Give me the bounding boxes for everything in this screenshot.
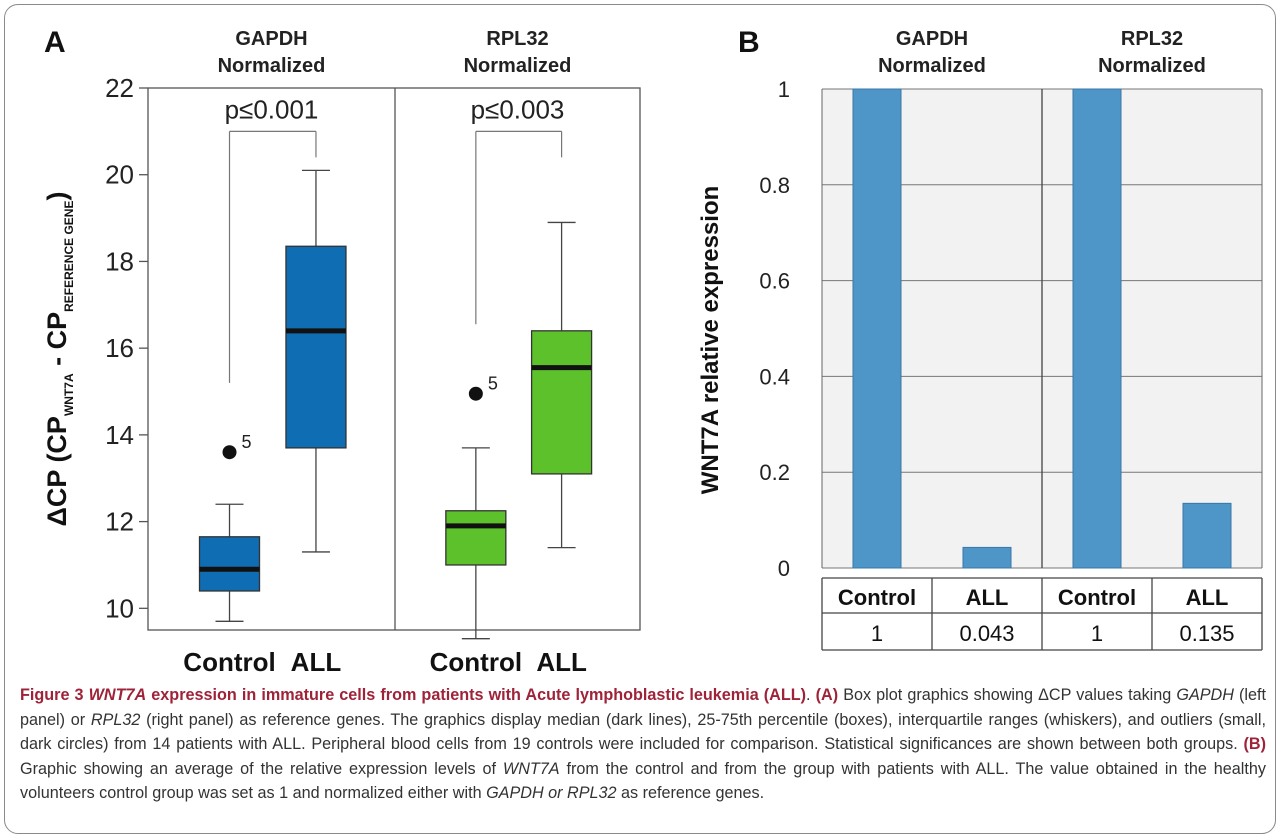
bar-all [962, 546, 1012, 569]
x-category-label: ALL [536, 647, 587, 677]
y-tick-label: 16 [105, 333, 134, 363]
y-tick-label: 0.2 [759, 460, 790, 485]
box-all [285, 245, 347, 449]
y-tick-label: 0.6 [759, 269, 790, 294]
outlier-point [222, 445, 237, 460]
x-category-label: Control [430, 647, 522, 677]
bar-all [1182, 502, 1232, 569]
caption-label-a: (A) [815, 686, 839, 704]
caption-title-end: . [806, 686, 811, 704]
panel-title-line1: GAPDH [235, 28, 307, 50]
y-axis-label-b: WNT7A relative expression [697, 186, 724, 495]
y-tick-label: 0.8 [759, 173, 790, 198]
panel-title-line2: Normalized [464, 55, 572, 77]
table-header-cell: ALL [1186, 585, 1229, 610]
box-all [530, 330, 593, 475]
caption-a-gene-2: RPL32 [90, 710, 141, 729]
outlier-label: 5 [242, 432, 252, 452]
panel-label-b: B [738, 26, 760, 59]
y-tick-label: 0.4 [759, 364, 790, 389]
caption-figure-number: Figure 3 [20, 686, 84, 704]
y-tick-label: 14 [105, 420, 134, 450]
p-value-label: p≤0.001 [225, 94, 319, 124]
p-value-label: p≤0.003 [471, 94, 565, 124]
table-value-cell: 1 [871, 621, 883, 646]
panel-title-line1: RPL32 [1121, 28, 1183, 50]
table-header-cell: Control [1058, 585, 1136, 610]
caption-b-gene: WNT7A [502, 759, 560, 778]
caption-b-text-2: from the control and from the group with… [20, 759, 1266, 803]
table-header-cell: ALL [966, 585, 1009, 610]
y-tick-label: 18 [105, 246, 134, 276]
y-axis-label-a: ΔCP (CPWNT7A - CPREFERENCE GENE) [42, 192, 76, 527]
table-value-cell: 0.135 [1179, 621, 1234, 646]
caption-a-gene-1: GAPDH [1176, 686, 1234, 704]
outlier-point [468, 386, 483, 401]
table-value-cell: 1 [1091, 621, 1103, 646]
y-tick-label: 20 [105, 160, 134, 190]
caption-label-b: (B) [1243, 735, 1266, 753]
y-tick-label: 10 [105, 593, 134, 623]
plot-frame-a [147, 87, 641, 631]
y-tick-label: 1 [778, 77, 790, 102]
outlier-label: 5 [488, 374, 498, 394]
bar-control [1072, 88, 1122, 569]
caption-title: expression in immature cells from patien… [146, 686, 807, 704]
caption-b-text-1: Graphic showing an average of the relati… [20, 759, 503, 778]
panel-title-line1: GAPDH [896, 28, 968, 50]
panel-title-line2: Normalized [1098, 55, 1206, 77]
panel-label-a: A [44, 26, 66, 59]
caption-b-text-3: as reference genes. [616, 784, 765, 802]
caption-a-text-1: Box plot graphics showing ΔCP values tak… [838, 686, 1177, 704]
y-tick-label: 0 [778, 556, 790, 581]
table-value-cell: 0.043 [959, 621, 1014, 646]
x-category-label: Control [183, 647, 275, 677]
panel-title-line2: Normalized [218, 55, 326, 77]
caption-a-text-2: (left panel) or [20, 686, 1267, 729]
bar-control [852, 88, 902, 569]
y-tick-label: 12 [105, 507, 134, 537]
box-control [445, 510, 507, 566]
caption-title-gene: WNT7A [88, 686, 147, 704]
y-tick-label: 22 [105, 73, 134, 103]
caption-a-text-3: (right panel) as reference genes. The gr… [20, 710, 1266, 754]
figure-caption: Figure 3 WNT7A expression in immature ce… [20, 683, 1266, 806]
x-category-label: ALL [291, 647, 342, 677]
caption-b-gene-2: GAPDH or RPL32 [486, 784, 617, 802]
panel-title-line1: RPL32 [486, 28, 548, 50]
box-control [198, 536, 261, 592]
panel-title-line2: Normalized [878, 55, 986, 77]
table-header-cell: Control [838, 585, 916, 610]
